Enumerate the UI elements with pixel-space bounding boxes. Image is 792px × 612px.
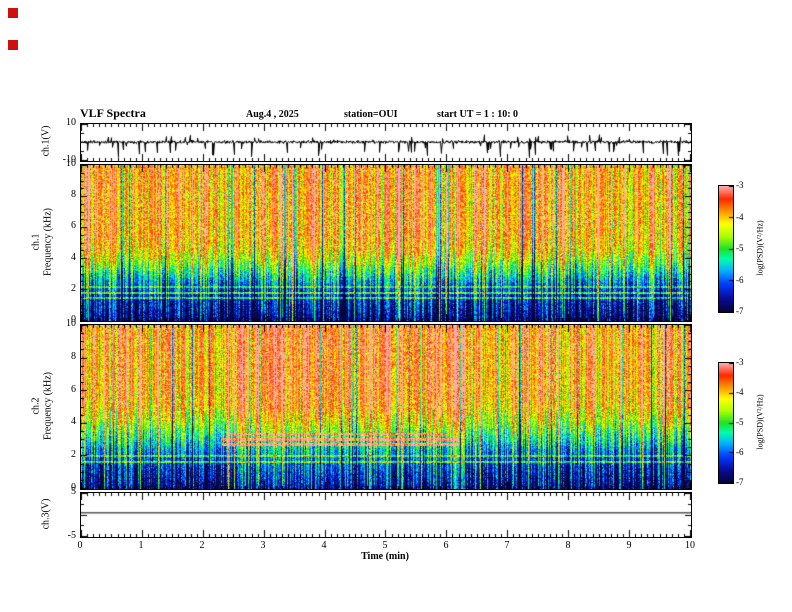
x-tick-label: 1 <box>138 540 144 551</box>
x-tick-label: 5 <box>382 540 388 551</box>
y-tick-label: 8 <box>71 189 76 201</box>
red-square-marker <box>8 8 18 18</box>
colorbar-tick-label: -4 <box>736 211 744 222</box>
colorbar-tick-label: -3 <box>736 180 744 190</box>
header-date: Aug.4 , 2025 <box>246 109 299 120</box>
y-tick-label: 5 <box>71 486 76 497</box>
y-tick-label: -10 <box>62 154 76 165</box>
x-tick-label: 10 <box>685 540 695 551</box>
y-tick-label: 0 <box>71 482 76 493</box>
y-tick-label: 0 <box>71 314 76 325</box>
ch3-waveform-canvas <box>80 492 692 538</box>
colorbar-tick-label: -6 <box>736 274 744 285</box>
ch1-voltage-axis-label: ch.1(V) <box>40 125 52 157</box>
colorbar-tick-label: -7 <box>736 477 744 487</box>
y-tick-label: 6 <box>71 220 76 232</box>
colorbar1-label: log(PSD)(V²/Hz) <box>755 220 765 276</box>
colorbar-ch1 <box>718 185 734 313</box>
header-start-ut: start UT = 1 : 10: 0 <box>437 109 519 120</box>
time-axis-label: Time (min) <box>361 551 409 562</box>
x-tick-label: 7 <box>504 540 510 551</box>
y-tick-label: 10 <box>66 158 76 169</box>
y-tick-label: 2 <box>71 282 76 294</box>
x-tick-label: 6 <box>443 540 449 551</box>
y-tick-label: 10 <box>66 318 76 329</box>
colorbar-tick-label: -7 <box>736 306 744 316</box>
y-tick-label: 6 <box>71 383 76 395</box>
x-tick-label: 8 <box>565 540 571 551</box>
y-tick-label: 4 <box>71 251 76 263</box>
x-tick-label: 2 <box>199 540 205 551</box>
colorbar-tick-label: -5 <box>736 243 744 253</box>
y-tick-label: -5 <box>67 530 76 541</box>
colorbar2-label: log(PSD)(V²/Hz) <box>755 394 765 450</box>
y-tick-label: 4 <box>71 416 76 428</box>
x-tick-label: 9 <box>626 540 632 551</box>
red-square-marker <box>8 40 18 50</box>
ch2-spectrogram-canvas <box>80 324 692 490</box>
page-title: VLF Spectra <box>80 106 146 120</box>
ch2-frequency-axis-label: ch.2 Frequency (kHz) <box>30 371 54 441</box>
x-tick-label: 0 <box>77 540 83 551</box>
colorbar-tick-label: -3 <box>736 357 744 367</box>
colorbar-tick-label: -4 <box>736 387 744 397</box>
y-tick-label: 8 <box>71 350 76 362</box>
x-tick-label: 3 <box>260 540 266 551</box>
ch3-voltage-axis-label: ch.3(V) <box>40 498 52 530</box>
colorbar-ch2 <box>718 362 734 484</box>
y-tick-label: 2 <box>71 449 76 461</box>
y-tick-label: 10 <box>66 117 76 128</box>
header-station: station=OUI <box>344 109 398 120</box>
colorbar-tick-label: -6 <box>736 447 744 457</box>
ch1-spectrogram-canvas <box>80 164 692 322</box>
x-tick-label: 4 <box>321 540 327 551</box>
ch1-frequency-axis-label: ch.1 Frequency (kHz) <box>30 207 54 277</box>
ch1-waveform-canvas <box>80 123 692 162</box>
colorbar-tick-label: -5 <box>736 417 744 427</box>
